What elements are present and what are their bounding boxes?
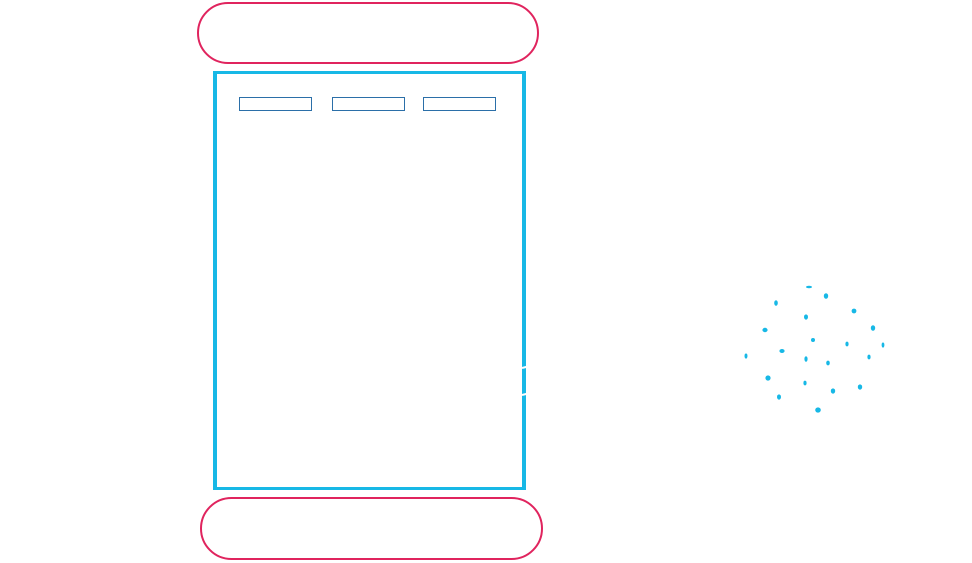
header-bar[interactable]	[197, 2, 539, 64]
tab-3[interactable]	[423, 97, 496, 111]
tab-2[interactable]	[332, 97, 405, 111]
content-frame	[213, 71, 526, 490]
tab-1[interactable]	[239, 97, 312, 111]
footer-bar[interactable]	[200, 497, 543, 560]
